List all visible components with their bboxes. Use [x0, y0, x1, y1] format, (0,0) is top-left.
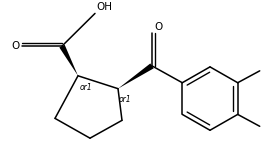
Text: O: O: [154, 22, 162, 32]
Text: or1: or1: [80, 83, 93, 92]
Text: OH: OH: [96, 2, 112, 12]
Polygon shape: [118, 63, 154, 89]
Polygon shape: [59, 45, 78, 76]
Text: or1: or1: [119, 95, 132, 104]
Text: O: O: [12, 41, 20, 51]
